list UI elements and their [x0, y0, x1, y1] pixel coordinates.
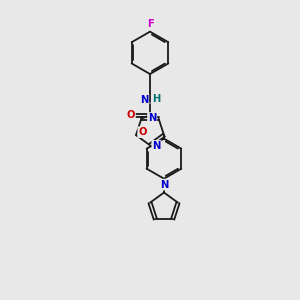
- Text: N: N: [148, 113, 156, 123]
- Text: N: N: [152, 141, 161, 151]
- Text: N: N: [160, 180, 168, 190]
- Text: O: O: [138, 127, 147, 137]
- Text: F: F: [147, 19, 153, 29]
- Text: H: H: [152, 94, 160, 104]
- Text: O: O: [126, 110, 135, 120]
- Text: N: N: [140, 94, 148, 105]
